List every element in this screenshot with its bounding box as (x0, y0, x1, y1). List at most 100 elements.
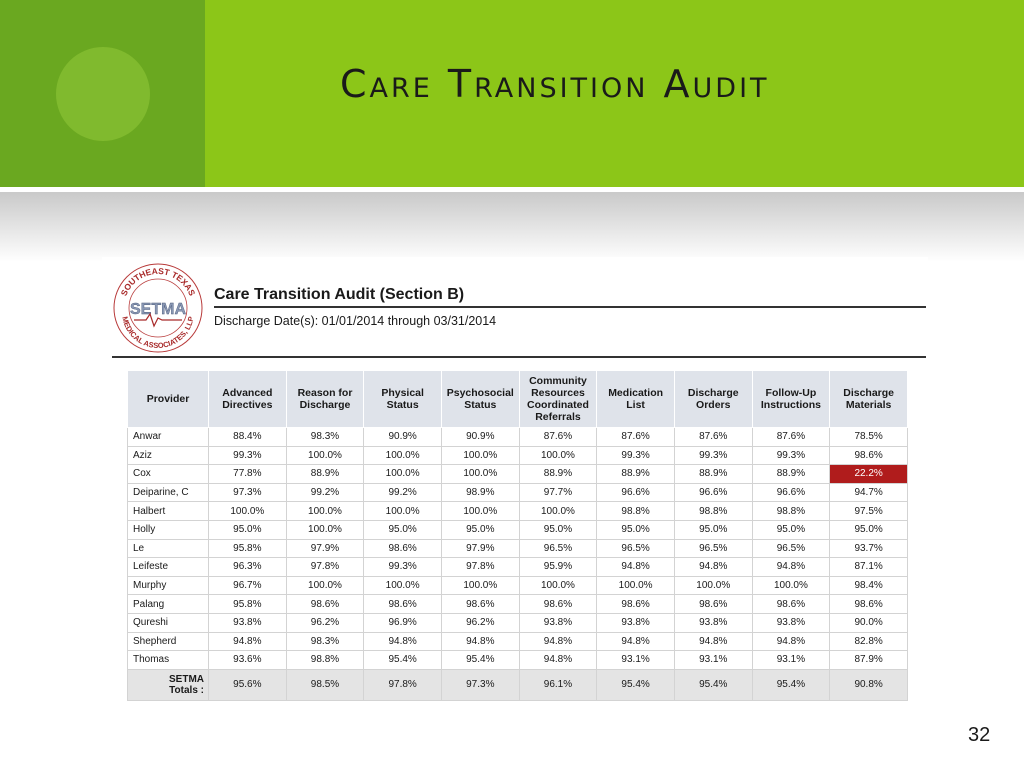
provider-name: Palang (127, 594, 209, 614)
provider-name: Leifeste (127, 557, 209, 577)
provider-name: Halbert (127, 501, 209, 521)
col-header-provider: Provider (127, 370, 209, 428)
metric-cell: 100.0% (673, 575, 753, 596)
metric-cell: 100.0% (363, 575, 442, 596)
metric-cell: 99.3% (363, 557, 442, 577)
metric-cell: 98.6% (363, 538, 442, 559)
metric-cell: 98.3% (285, 427, 365, 447)
metric-cell: 99.2% (285, 482, 365, 503)
metric-cell: 95.4% (363, 650, 442, 670)
metric-cell: 95.4% (440, 650, 520, 670)
metric-cell: 87.6% (751, 427, 831, 447)
metric-cell: 95.8% (208, 538, 287, 559)
metric-cell: 94.8% (751, 631, 831, 652)
metric-cell: 96.3% (208, 557, 287, 577)
decorative-circle (56, 47, 150, 141)
audit-table-body: Anwar 88.4% 98.3% 90.9% 90.9% 87.6% 87.6% 87.6%… (127, 427, 908, 701)
col-header-discharge-orders: Discharge Orders (673, 370, 753, 428)
provider-name: Le (127, 538, 209, 559)
metric-cell: 77.8% (208, 464, 287, 484)
setma-logo: SOUTHEAST TEXAS MEDICAL ASSOCIATES, LLP … (113, 263, 203, 353)
provider-name: Murphy (127, 575, 209, 596)
metric-cell: 100.0% (751, 575, 831, 596)
flagged-metric-cell: 22.2% (829, 464, 908, 484)
metric-cell: 95.0% (673, 519, 753, 540)
table-row: Halbert 100.0% 100.0% 100.0% 100.0% 100.0% 98.… (127, 501, 908, 521)
metric-cell: 100.0% (440, 464, 520, 484)
metric-cell: 100.0% (518, 575, 598, 596)
total-cell: 97.8% (363, 668, 442, 701)
metric-cell: 94.8% (673, 557, 753, 577)
metric-cell: 87.6% (596, 427, 675, 447)
provider-name: Deiparine, C (127, 482, 209, 503)
metric-cell: 100.0% (518, 445, 598, 466)
metric-cell: 96.5% (673, 538, 753, 559)
metric-cell: 94.8% (208, 631, 287, 652)
col-header-community-resources: Community Resources Coordinated Referral… (518, 370, 598, 428)
metric-cell: 100.0% (440, 445, 520, 466)
col-header-advanced-directives: Advanced Directives (208, 370, 287, 428)
metric-cell: 94.8% (518, 650, 598, 670)
metric-cell: 100.0% (440, 501, 520, 521)
header-rule (112, 356, 926, 358)
metric-cell: 96.5% (596, 538, 675, 559)
totals-label-line1: SETMA (169, 673, 204, 685)
total-cell: 95.4% (751, 668, 831, 701)
metric-cell: 93.8% (518, 612, 598, 633)
metric-cell: 99.3% (596, 445, 675, 466)
metric-cell: 93.6% (208, 650, 287, 670)
report-title: Care Transition Audit (Section B) (214, 286, 465, 303)
metric-cell: 93.8% (673, 612, 753, 633)
col-header-psychosocial-status: Psychosocial Status (440, 370, 520, 428)
metric-cell: 93.8% (596, 612, 675, 633)
table-row: Thomas 93.6% 98.8% 95.4% 95.4% 94.8% 93.1% 93.1… (127, 650, 908, 670)
metric-cell: 95.0% (518, 519, 598, 540)
table-header-row: Provider Advanced Directives Reason for … (127, 370, 908, 428)
metric-cell: 90.9% (440, 427, 520, 447)
metric-cell: 98.6% (673, 594, 753, 614)
totals-label: SETMA Totals : (127, 668, 209, 701)
metric-cell: 95.0% (363, 519, 442, 540)
table-row: Palang 95.8% 98.6% 98.6% 98.6% 98.6% 98.6% 98.6… (127, 594, 908, 614)
metric-cell: 78.5% (829, 427, 908, 447)
report-date-range: Discharge Date(s): 01/01/2014 through 03… (214, 314, 497, 328)
metric-cell: 96.6% (751, 482, 831, 503)
metric-cell: 98.8% (673, 501, 753, 521)
metric-cell: 87.1% (829, 557, 908, 577)
metric-cell: 94.8% (363, 631, 442, 652)
metric-cell: 97.9% (440, 538, 520, 559)
metric-cell: 100.0% (363, 464, 442, 484)
table-row: Aziz 99.3% 100.0% 100.0% 100.0% 100.0% 99.3% 99… (127, 445, 908, 466)
total-cell: 95.4% (596, 668, 675, 701)
metric-cell: 96.5% (518, 538, 598, 559)
metric-cell: 97.8% (440, 557, 520, 577)
svg-text:SETMA: SETMA (130, 301, 186, 318)
metric-cell: 97.3% (208, 482, 287, 503)
metric-cell: 95.0% (829, 519, 908, 540)
table-row: Shepherd 94.8% 98.3% 94.8% 94.8% 94.8% 94.8% 94… (127, 631, 908, 652)
slide-title: Care Transition Audit (340, 62, 770, 106)
metric-cell: 93.8% (208, 612, 287, 633)
metric-cell: 94.8% (596, 557, 675, 577)
metric-cell: 94.8% (596, 631, 675, 652)
metric-cell: 88.9% (596, 464, 675, 484)
metric-cell: 95.0% (440, 519, 520, 540)
metric-cell: 95.0% (596, 519, 675, 540)
totals-label-line2: Totals : (169, 684, 204, 696)
metric-cell: 100.0% (285, 575, 365, 596)
provider-name: Anwar (127, 427, 209, 447)
metric-cell: 95.9% (518, 557, 598, 577)
table-row: Qureshi 93.8% 96.2% 96.9% 96.2% 93.8% 93.8% 93.… (127, 612, 908, 633)
metric-cell: 100.0% (285, 519, 365, 540)
metric-cell: 100.0% (285, 501, 365, 521)
metric-cell: 96.6% (673, 482, 753, 503)
col-header-physical-status: Physical Status (363, 370, 442, 428)
metric-cell: 93.1% (596, 650, 675, 670)
provider-name: Cox (127, 464, 209, 484)
metric-cell: 98.8% (596, 501, 675, 521)
table-row: Leifeste 96.3% 97.8% 99.3% 97.8% 95.9% 94.8% 94… (127, 557, 908, 577)
total-cell: 97.3% (440, 668, 520, 701)
metric-cell: 95.0% (208, 519, 287, 540)
metric-cell: 93.1% (673, 650, 753, 670)
metric-cell: 100.0% (518, 501, 598, 521)
